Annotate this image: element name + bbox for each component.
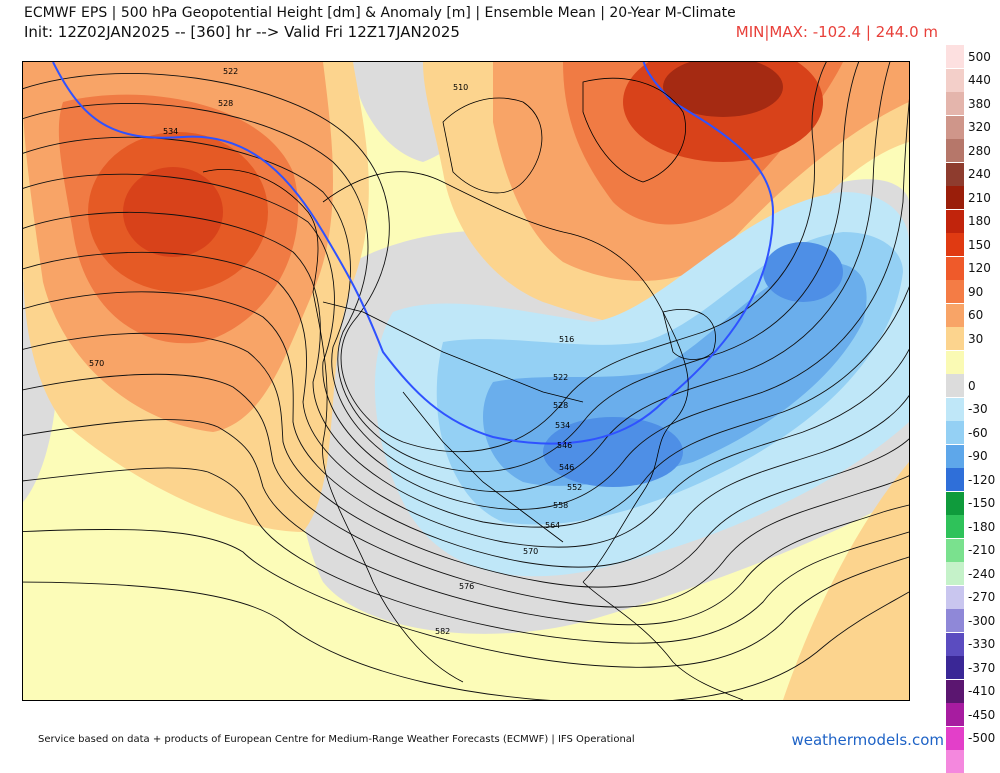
- legend-label: -60: [968, 425, 988, 440]
- contour-label: 534: [163, 127, 178, 136]
- legend-label: 120: [968, 261, 991, 276]
- legend-label: 240: [968, 167, 991, 182]
- contour-540-highlight: [52, 62, 775, 445]
- legend-swatch: [946, 421, 964, 444]
- contour-label: 528: [553, 401, 568, 410]
- legend-label: -150: [968, 496, 996, 511]
- legend-swatch: [946, 585, 964, 609]
- min-max-readout: MIN|MAX: -102.4 | 244.0 m: [735, 23, 938, 41]
- brand-link[interactable]: weathermodels.com: [791, 731, 944, 749]
- legend-swatch: [946, 656, 964, 679]
- legend-swatch: [946, 491, 964, 515]
- legend-swatch: [946, 397, 964, 421]
- legend-swatch: [946, 186, 964, 209]
- legend-label: -210: [968, 543, 996, 558]
- legend-swatch: [946, 679, 964, 703]
- legend-swatch: [946, 280, 964, 303]
- legend-label: -180: [968, 519, 996, 534]
- legend-swatch: [946, 92, 964, 115]
- legend-label: 0: [968, 378, 976, 393]
- legend-label: 30: [968, 331, 984, 346]
- legend-label: 500: [968, 49, 991, 64]
- chart-title: ECMWF EPS | 500 hPa Geopotential Height …: [24, 5, 736, 21]
- contour-label: 570: [523, 547, 538, 556]
- legend-swatch: [946, 350, 964, 374]
- legend-swatch: [946, 303, 964, 327]
- legend-swatch: [946, 468, 964, 491]
- contour-label: 522: [553, 373, 568, 382]
- contour-label: 516: [559, 335, 574, 344]
- contour-label: 576: [459, 582, 474, 591]
- legend-swatch: [946, 139, 964, 162]
- map-panel: 522 528 534 510 516 522 528 534 546 546 …: [22, 61, 910, 701]
- legend-label: 280: [968, 143, 991, 158]
- contour-label: 510: [453, 83, 468, 92]
- legend-swatch: [946, 562, 964, 585]
- height-contours: [23, 62, 909, 700]
- legend-swatch: [946, 68, 964, 92]
- contour-label: 564: [545, 521, 560, 530]
- contour-labels: 522 528 534 510 516 522 528 534 546 546 …: [89, 67, 582, 636]
- contour-label: 558: [553, 501, 568, 510]
- legend-swatch: [946, 632, 964, 656]
- attribution-text: Service based on data + products of Euro…: [38, 734, 635, 745]
- legend-label: 440: [968, 73, 991, 88]
- legend-label: 90: [968, 284, 984, 299]
- legend-label: -370: [968, 660, 996, 675]
- legend-label: -450: [968, 707, 996, 722]
- legend-swatch: [946, 538, 964, 562]
- legend-swatch: [946, 209, 964, 233]
- contour-label: 570: [89, 359, 104, 368]
- legend-swatch: [946, 726, 964, 750]
- positive-anomaly-pale-atlantic: [783, 462, 909, 700]
- legend-swatch: [946, 45, 964, 68]
- legend-swatch: [946, 115, 964, 139]
- negative-anomaly-core-atlantic: [763, 242, 843, 302]
- legend-swatch: [946, 444, 964, 468]
- coastlines: [202, 77, 744, 700]
- legend-swatch: [946, 233, 964, 256]
- legend-swatch: [946, 256, 964, 280]
- legend-swatch: [946, 609, 964, 632]
- legend-label: -300: [968, 613, 996, 628]
- legend-label: -270: [968, 590, 996, 605]
- contour-label: 546: [559, 463, 574, 472]
- contour-label: 534: [555, 421, 570, 430]
- init-valid-time: Init: 12Z02JAN2025 -- [360] hr --> Valid…: [24, 23, 460, 41]
- legend-label: 210: [968, 190, 991, 205]
- legend-swatch: [946, 162, 964, 186]
- legend-label: -30: [968, 402, 988, 417]
- legend-label: -500: [968, 731, 996, 746]
- legend-label: 150: [968, 237, 991, 252]
- negative-anomaly-core: [543, 417, 683, 487]
- contour-label: 552: [567, 483, 582, 492]
- positive-anomaly-peak-west: [123, 167, 223, 257]
- legend-label: -120: [968, 472, 996, 487]
- legend-swatch: [946, 327, 964, 350]
- legend-label: 380: [968, 96, 991, 111]
- contour-label: 582: [435, 627, 450, 636]
- legend-label: 180: [968, 214, 991, 229]
- contour-label: 528: [218, 99, 233, 108]
- legend-label: 320: [968, 120, 991, 135]
- positive-anomaly-peak-north: [663, 62, 783, 117]
- anomaly-color-legend: 500 440 380 320 280 240 210 180 150 120 90 60 30 0 -30…: [946, 45, 998, 773]
- contour-label: 522: [223, 67, 238, 76]
- legend-label: -240: [968, 566, 996, 581]
- legend-label: -90: [968, 449, 988, 464]
- legend-label: -410: [968, 684, 996, 699]
- legend-swatch: [946, 703, 964, 726]
- legend-swatch: [946, 515, 964, 538]
- legend-swatch: [946, 750, 964, 773]
- anomaly-map: 522 528 534 510 516 522 528 534 546 546 …: [23, 62, 909, 700]
- legend-label: -330: [968, 637, 996, 652]
- legend-label: 60: [968, 308, 984, 323]
- contour-label: 546: [557, 441, 572, 450]
- legend-swatch: [946, 374, 964, 397]
